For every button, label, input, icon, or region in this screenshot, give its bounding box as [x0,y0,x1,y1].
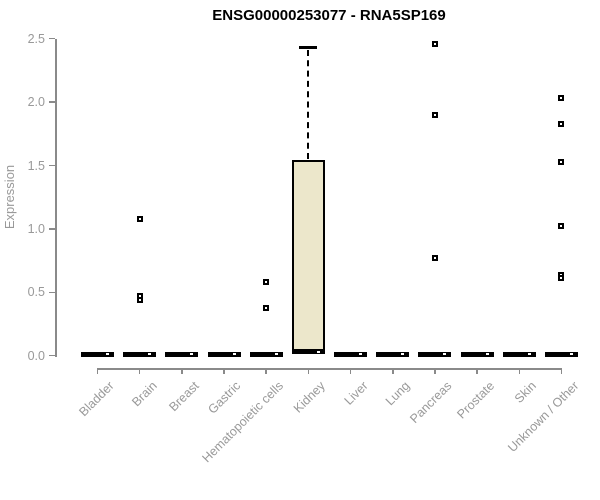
chart-title: ENSG00000253077 - RNA5SP169 [212,7,446,24]
y-tick-mark [49,164,55,167]
y-tick-mark [49,101,55,103]
median-bar [123,351,157,357]
median-bar-notch [443,353,447,356]
x-tick-mark [518,368,521,374]
median-bar [334,351,368,357]
box-body [291,160,325,354]
median-bar-notch [527,353,531,356]
median-bar-notch [148,353,152,356]
x-tick-label: Brain [128,378,160,410]
y-tick-label: 1.0 [27,221,45,236]
x-tick-label: Pancreas [407,378,455,426]
x-tick-mark [181,368,183,374]
x-tick-mark [560,368,563,374]
median-bar [502,351,536,357]
median-bar-notch [485,353,489,356]
outlier-point [136,215,143,222]
median-bar [165,351,199,357]
upper-whisker [307,49,310,160]
outlier-point [136,296,143,303]
outlier-point [558,120,565,127]
y-tick-label: 0.0 [27,348,45,363]
x-tick-label: Lung [382,378,413,409]
x-tick-mark [96,368,99,374]
median-bar-notch [274,353,278,356]
y-tick-label: 0.5 [27,285,45,300]
median-bar [460,351,494,357]
outlier-point [263,279,270,286]
x-tick-mark [392,368,394,374]
x-tick-mark [138,368,141,374]
median-bar-notch [106,353,109,356]
x-tick-mark [434,368,436,374]
y-tick-label: 2.5 [27,31,45,46]
x-tick-mark [265,368,267,374]
median-bar [418,351,452,357]
x-tick-mark [476,368,478,374]
outlier-point [558,158,565,165]
median-bar [544,351,578,357]
x-tick-mark [349,368,352,374]
outlier-point [558,95,565,102]
outlier-point [431,255,438,262]
y-tick-mark [49,228,55,230]
y-axis-line [55,38,57,358]
outlier-point [558,275,565,282]
outlier-point [431,40,438,47]
x-axis-line [96,368,563,370]
median-bar-notch [569,353,573,356]
median-bar-notch [316,350,320,353]
x-tick-label: Skin [511,378,539,406]
median-bar-notch [401,353,405,356]
x-tick-label: Bladder [76,378,118,420]
outlier-point [558,223,565,230]
median-bar [376,351,410,357]
y-tick-label: 2.0 [27,95,45,110]
outlier-point [263,304,270,311]
median-bar-notch [190,353,194,356]
whisker-cap [299,46,318,50]
x-tick-label: Gastric [205,378,244,417]
y-tick-mark [49,291,55,294]
x-tick-label: Breast [166,378,202,415]
x-tick-label: Liver [341,378,371,408]
y-tick-mark [49,354,55,357]
y-tick-mark [49,37,55,40]
median-bar [81,351,114,357]
median-bar [291,349,325,355]
x-tick-mark [223,368,225,374]
median-bar [207,351,241,357]
median-bar-notch [232,353,236,356]
x-tick-mark [307,368,310,374]
x-tick-label: Hematopoietic cells [199,378,286,466]
y-tick-label: 1.5 [27,158,45,173]
x-tick-label: Kidney [291,378,329,416]
outlier-point [431,111,438,118]
median-bar [249,351,283,357]
median-bar-notch [359,353,363,356]
x-tick-label: Prostate [453,378,497,422]
